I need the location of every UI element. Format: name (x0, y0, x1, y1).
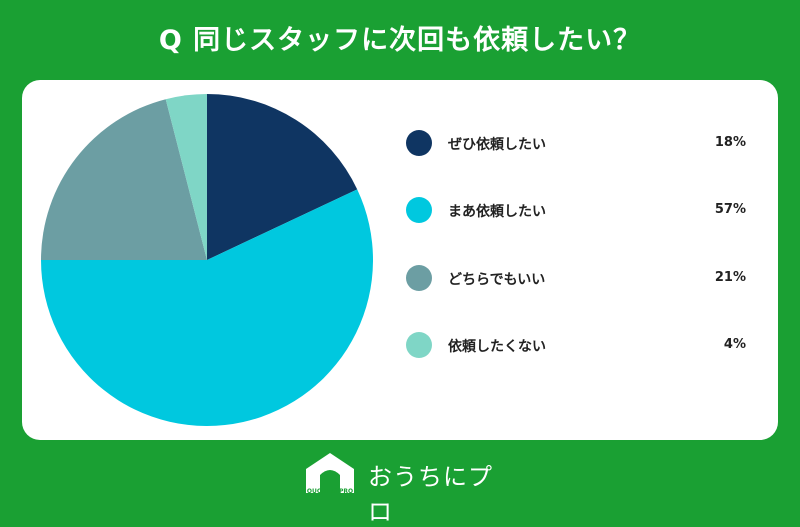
chart-card: ぜひ依頼したい 18% まあ依頼したい 57% どちらでもいい 21% 依頼した… (22, 80, 778, 440)
legend-item: 依頼したくない 4% (406, 331, 746, 399)
house-logo-icon: OUCHI ni PRO (306, 453, 354, 495)
pie-slice-1 (207, 94, 358, 260)
pie-slice-2 (41, 189, 374, 427)
pie-slice-4 (165, 94, 207, 260)
legend-swatch (406, 264, 432, 291)
legend-swatch (406, 331, 432, 358)
legend-item: まあ依頼したい 57% (406, 197, 746, 264)
legend-item: ぜひ依頼したい 18% (406, 130, 746, 197)
legend-label: ぜひ依頼したい (448, 137, 546, 153)
brand-name: おうちにプロ (368, 463, 493, 526)
brand-footer: OUCHI ni PRO おうちにプロ (304, 449, 504, 526)
legend-label: どちらでもいい (448, 271, 546, 288)
pie-slice-3 (41, 99, 207, 260)
legend-value: 18% (714, 135, 746, 150)
legend: ぜひ依頼したい 18% まあ依頼したい 57% どちらでもいい 21% 依頼した… (406, 130, 746, 399)
legend-value: 57% (714, 202, 746, 218)
legend-swatch (406, 130, 432, 156)
legend-value: 21% (714, 269, 746, 285)
legend-item: どちらでもいい 21% (406, 264, 746, 332)
legend-value: 4% (723, 336, 746, 352)
pie-chart (41, 94, 374, 427)
chart-title: Q 同じスタッフに次回も依頼したい？ (158, 25, 642, 56)
legend-label: 依頼したくない (448, 338, 546, 355)
legend-swatch (406, 197, 432, 224)
legend-label: まあ依頼したい (448, 204, 546, 221)
logo-text: OUCHI ni PRO (307, 488, 353, 495)
